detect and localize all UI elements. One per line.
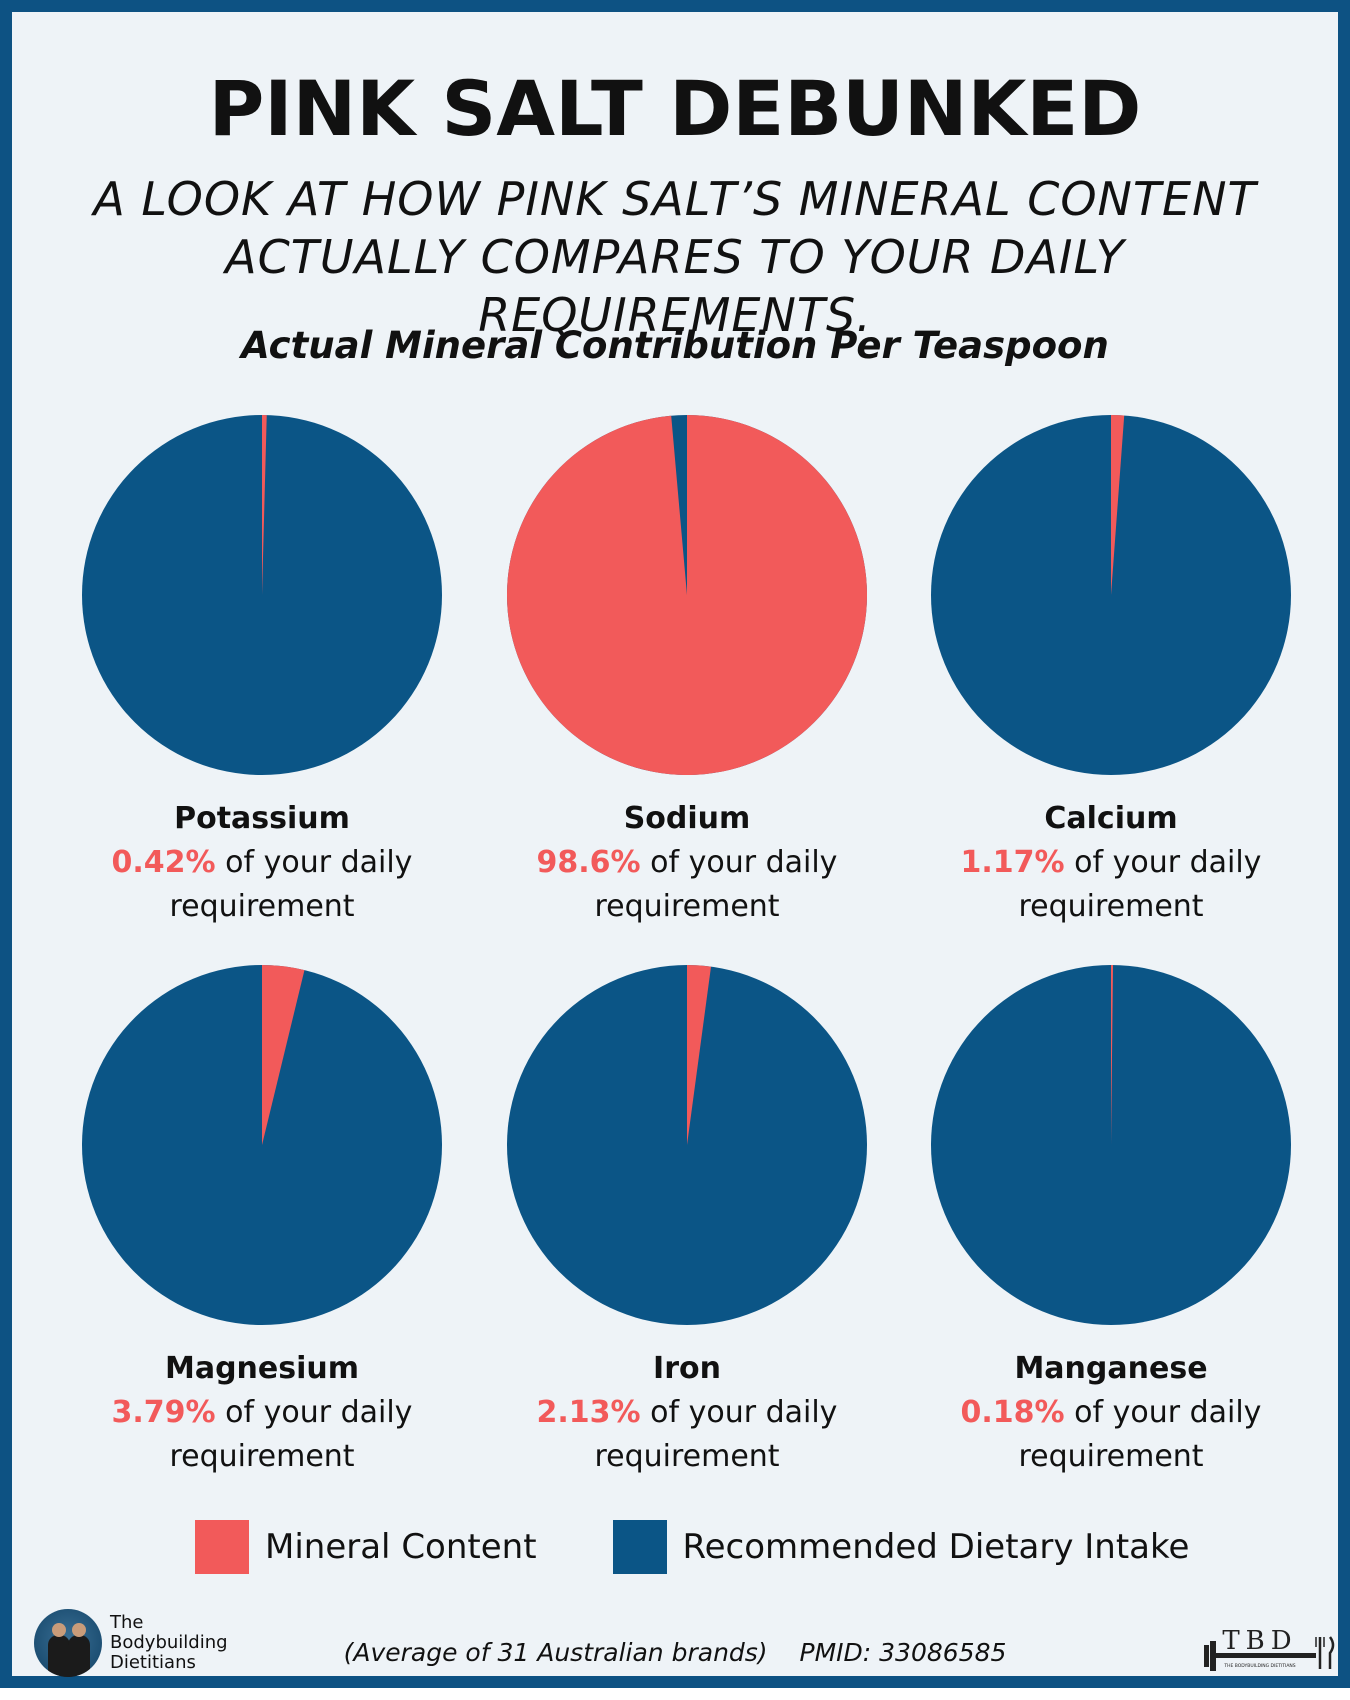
footnote: (Average of 31 Australian brands) PMID: … (12, 1638, 1338, 1667)
desc-line-2: requirement (1018, 889, 1204, 924)
mineral-desc: 1.17% of your daily (911, 841, 1311, 885)
desc-suffix: of your daily (215, 1395, 413, 1430)
mineral-name: Magnesium (164, 1351, 360, 1386)
pmid-note: PMID: 33086585 (799, 1638, 1007, 1667)
desc-suffix: of your daily (215, 845, 413, 880)
pie-magnesium (82, 965, 442, 1325)
legend-item-rdi: Recommended Dietary Intake (612, 1520, 1190, 1574)
brand-name: The Bodybuilding Dietitians (110, 1613, 228, 1673)
legend-swatch-mineral (195, 1520, 249, 1574)
desc-line-2: requirement (1018, 1439, 1204, 1474)
team-photo (34, 1609, 102, 1677)
mineral-name: Sodium (623, 801, 751, 836)
desc-line-2: requirement (594, 1439, 780, 1474)
mineral-name: Calcium (1044, 801, 1178, 836)
pie-slice-mineral-potassium (262, 415, 267, 595)
pie-label-iron: Iron 2.13% of your daily requirement (487, 1347, 887, 1479)
pie-iron (507, 965, 867, 1325)
pie-sodium (507, 415, 867, 776)
pie-slice-mineral-iron (687, 965, 712, 1145)
pie-slice-mineral-calcium (1111, 415, 1125, 595)
pie-label-manganese: Manganese 0.18% of your daily requirement (911, 1347, 1311, 1479)
brand-line-1: The (110, 1612, 144, 1633)
mineral-name: Manganese (1014, 1351, 1208, 1386)
mineral-desc: 2.13% of your daily (487, 1391, 887, 1435)
mineral-percent: 2.13% (536, 1395, 641, 1430)
mineral-percent: 1.17% (960, 845, 1065, 880)
pie-calcium (931, 415, 1291, 775)
mineral-name: Iron (653, 1351, 721, 1386)
pie-slice-mineral-sodium (507, 415, 867, 776)
subtitle-line-2: ACTUALLY COMPARES TO YOUR DAILY REQUIREM… (225, 230, 1125, 342)
pie-label-sodium: Sodium 98.6% of your daily requirement (487, 797, 887, 929)
logo-text: TBD (1222, 1626, 1297, 1656)
page-title: PINK SALT DEBUNKED (208, 64, 1142, 153)
subtitle: A LOOK AT HOW PINK SALT’S MINERAL CONTEN… (52, 170, 1298, 344)
brand-block: The Bodybuilding Dietitians (34, 1609, 228, 1677)
pie-label-potassium: Potassium 0.42% of your daily requirement (62, 797, 462, 929)
desc-line-2: requirement (169, 1439, 355, 1474)
brand-line-3: Dietitians (110, 1652, 196, 1673)
mineral-name: Potassium (174, 801, 350, 836)
mineral-percent: 98.6% (536, 845, 641, 880)
legend: Mineral Content Recommended Dietary Inta… (195, 1520, 1265, 1574)
legend-label-mineral: Mineral Content (265, 1527, 537, 1567)
mineral-percent: 0.18% (960, 1395, 1065, 1430)
chart-title: Actual Mineral Contribution Per Teaspoon (241, 324, 1109, 367)
legend-swatch-rdi (612, 1520, 667, 1574)
desc-line-2: requirement (594, 889, 780, 924)
mineral-desc: 98.6% of your daily (487, 841, 887, 885)
mineral-desc: 0.42% of your daily (62, 841, 462, 885)
mineral-desc: 0.18% of your daily (911, 1391, 1311, 1435)
pie-charts (82, 415, 1291, 1325)
subtitle-line-1: A LOOK AT HOW PINK SALT’S MINERAL CONTEN… (93, 172, 1257, 226)
desc-line-2: requirement (169, 889, 355, 924)
source-note: (Average of 31 Australian brands) (343, 1638, 768, 1667)
pie-manganese (931, 965, 1291, 1325)
legend-item-mineral: Mineral Content (195, 1520, 537, 1574)
pie-slice-mineral-magnesium (262, 965, 305, 1145)
pie-slice-mineral-manganese (1111, 965, 1114, 1145)
pie-label-magnesium: Magnesium 3.79% of your daily requirement (62, 1347, 462, 1479)
brand-line-2: Bodybuilding (110, 1632, 228, 1653)
mineral-desc: 3.79% of your daily (62, 1391, 462, 1435)
tbd-logo: TBD THE BODYBUILDING DIETITIANS (1204, 1626, 1335, 1671)
logo-tagline: THE BODYBUILDING DIETITIANS (1223, 1663, 1295, 1669)
mineral-percent: 3.79% (111, 1395, 216, 1430)
pie-label-calcium: Calcium 1.17% of your daily requirement (911, 797, 1311, 929)
pie-potassium (82, 415, 442, 775)
legend-label-rdi: Recommended Dietary Intake (682, 1527, 1190, 1567)
desc-suffix: of your daily (1064, 1395, 1262, 1430)
desc-suffix: of your daily (640, 845, 838, 880)
desc-suffix: of your daily (640, 1395, 838, 1430)
mineral-percent: 0.42% (111, 845, 216, 880)
desc-suffix: of your daily (1064, 845, 1262, 880)
